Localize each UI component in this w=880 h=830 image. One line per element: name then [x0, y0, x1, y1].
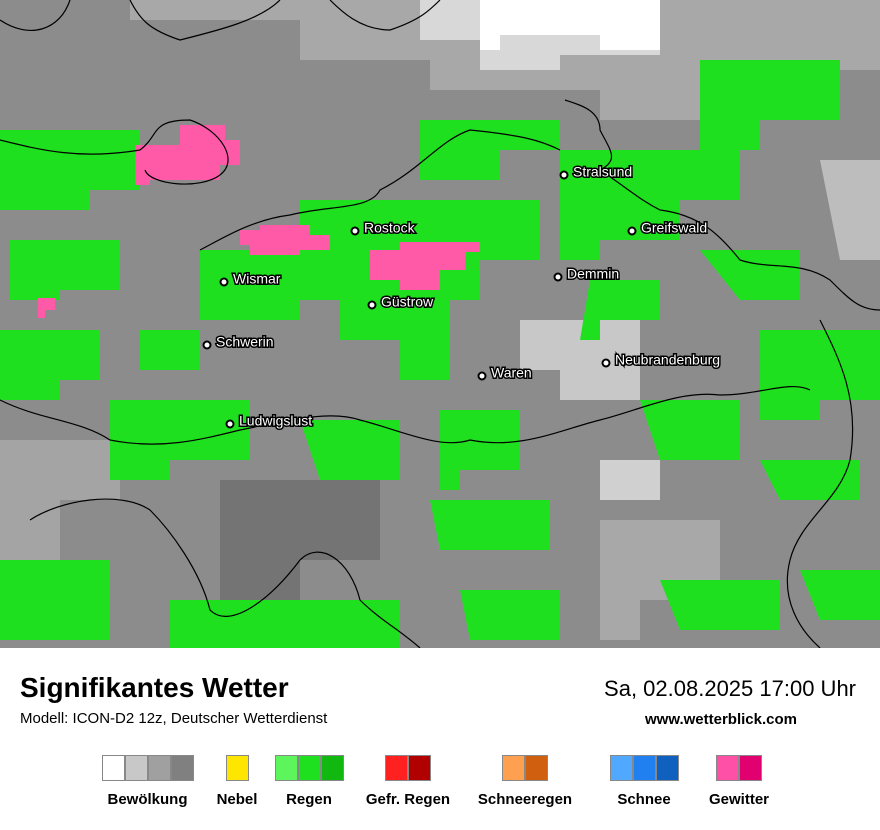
city: Greifswald	[627, 218, 709, 237]
city-label: Ludwigslust	[239, 413, 312, 429]
city-label: Greifswald	[641, 220, 707, 236]
legend-swatch	[147, 755, 171, 781]
legend-item: Regen	[270, 755, 348, 808]
legend-swatch	[385, 755, 408, 781]
legend-swatches	[470, 755, 580, 781]
datetime: Sa, 02.08.2025 17:00 Uhr	[604, 676, 856, 701]
city-label: Güstrow	[381, 294, 434, 310]
city: Stralsund	[559, 162, 634, 181]
city-dot	[601, 358, 611, 368]
city: Rostock	[350, 218, 417, 237]
legend-swatches	[270, 755, 348, 781]
legend-swatch	[655, 755, 679, 781]
city-dot	[627, 226, 637, 236]
city-label: Stralsund	[573, 164, 632, 180]
legend: Bewölkung Nebel Regen Gefr. Regen Schneerege…	[0, 755, 880, 815]
website: www.wetterblick.com	[645, 711, 797, 728]
city-label: Demmin	[567, 266, 619, 282]
city-dot	[202, 340, 212, 350]
legend-swatch	[632, 755, 656, 781]
legend-swatch	[274, 755, 298, 781]
city: Güstrow	[367, 292, 436, 311]
legend-item: Gefr. Regen	[356, 755, 460, 808]
legend-swatches	[602, 755, 686, 781]
city: Demmin	[553, 264, 621, 283]
city-label: Schwerin	[216, 334, 274, 350]
legend-swatches	[206, 755, 268, 781]
legend-swatch	[225, 755, 249, 781]
legend-swatch	[101, 755, 125, 781]
city-dot	[559, 170, 569, 180]
legend-swatches	[356, 755, 460, 781]
legend-swatch	[124, 755, 148, 781]
legend-label: Schneeregen	[477, 791, 573, 808]
title: Signifikantes Wetter	[20, 672, 289, 703]
city: Ludwigslust	[225, 411, 314, 430]
city: Neubrandenburg	[601, 350, 722, 369]
legend-label: Bewölkung	[107, 791, 188, 808]
city-label: Waren	[491, 365, 532, 381]
city-dot	[553, 272, 563, 282]
legend-swatch	[170, 755, 194, 781]
legend-swatch	[297, 755, 321, 781]
legend-item: Gewitter	[700, 755, 778, 808]
city: Schwerin	[202, 332, 275, 351]
legend-swatch	[320, 755, 344, 781]
borders	[0, 0, 880, 648]
legend-label: Gewitter	[708, 791, 769, 808]
city-label: Neubrandenburg	[615, 352, 720, 368]
legend-label: Gefr. Regen	[365, 791, 451, 808]
thunderstorm-layer	[38, 125, 480, 318]
footer: Signifikantes Wetter Modell: ICON-D2 12z…	[0, 648, 880, 830]
legend-swatches	[700, 755, 778, 781]
weather-map: Stralsund Greifswald Rostock Demmin Wismar Gü…	[0, 0, 880, 648]
legend-swatch	[502, 755, 525, 781]
legend-swatch	[609, 755, 633, 781]
city-label: Wismar	[233, 271, 281, 287]
legend-item: Schnee	[602, 755, 686, 808]
city-dot	[350, 226, 360, 236]
legend-swatch	[525, 755, 548, 781]
legend-item: Nebel	[206, 755, 268, 808]
legend-swatch	[408, 755, 431, 781]
legend-swatches	[100, 755, 195, 781]
city: Waren	[477, 363, 533, 382]
legend-item: Bewölkung	[100, 755, 195, 808]
city-dot	[477, 371, 487, 381]
legend-item: Schneeregen	[470, 755, 580, 808]
cloud-layer	[0, 0, 880, 640]
legend-label: Regen	[286, 791, 332, 808]
legend-label: Nebel	[216, 791, 258, 808]
city-dot	[219, 277, 229, 287]
legend-swatch	[716, 755, 739, 781]
city-dot	[225, 419, 235, 429]
city-label: Rostock	[364, 220, 416, 236]
city-dot	[367, 300, 377, 310]
legend-swatch	[739, 755, 762, 781]
city: Wismar	[219, 269, 282, 288]
model-info: Modell: ICON-D2 12z, Deutscher Wetterdie…	[20, 710, 328, 727]
legend-label: Schnee	[617, 791, 671, 808]
